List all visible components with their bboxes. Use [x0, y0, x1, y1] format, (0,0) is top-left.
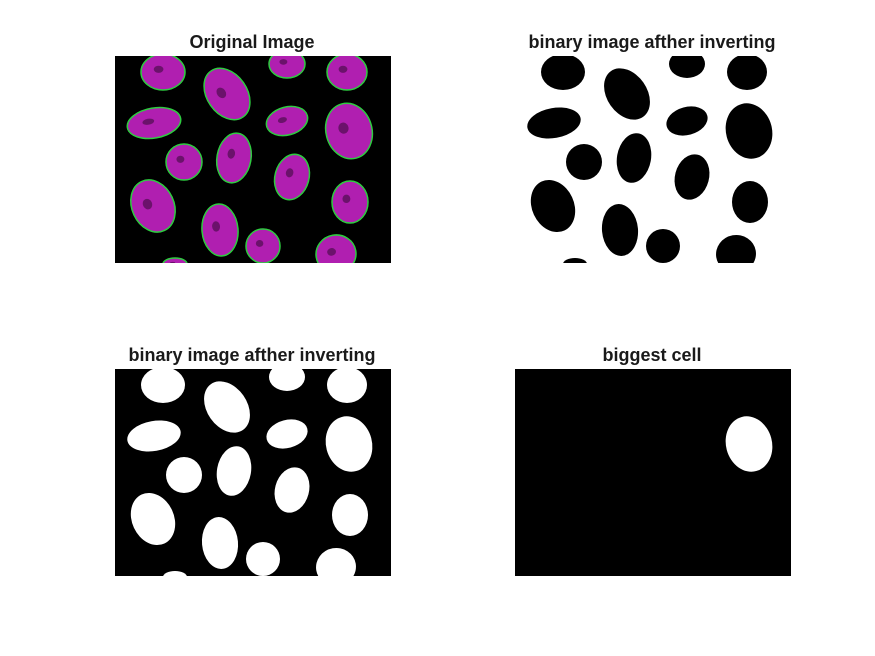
nucleus-blob — [563, 258, 587, 263]
nucleolus — [327, 248, 336, 256]
nucleus-blob — [141, 369, 185, 403]
stained-nucleus — [331, 180, 369, 224]
nucleus-blob — [674, 154, 710, 200]
biggest-cell-image-axes — [515, 369, 791, 576]
stained-nucleus — [130, 179, 176, 233]
nucleus-blob — [725, 103, 773, 159]
nucleus-blob — [530, 179, 576, 233]
nucleolus — [212, 221, 221, 232]
nucleus-blob — [732, 181, 768, 223]
panel-title-biggest-cell: biggest cell — [602, 345, 702, 365]
nucleus-blob — [327, 369, 367, 403]
nucleolus — [342, 194, 351, 204]
nucleus-blob — [201, 517, 239, 569]
nucleus-blob — [646, 229, 680, 263]
stained-nucleus — [140, 56, 186, 91]
nucleus-blob — [616, 133, 652, 183]
nucleus-body — [203, 67, 251, 121]
stained-nucleus — [315, 234, 357, 263]
nucleus-blob — [604, 68, 650, 120]
original-image-axes — [115, 56, 391, 263]
panel-title-original-image: Original Image — [189, 32, 315, 52]
nucleus-blob — [527, 107, 581, 139]
nucleus-blob — [316, 547, 356, 576]
nucleus-blob — [266, 419, 308, 449]
stained-nucleus — [203, 67, 251, 121]
nucleus-blob — [727, 56, 767, 90]
nucleus-blob — [669, 56, 705, 78]
nucleus-blob — [274, 467, 310, 513]
nucleolus — [338, 122, 349, 134]
nucleus-blob — [725, 416, 773, 472]
stained-nucleus — [268, 56, 306, 79]
nucleus-body — [201, 203, 239, 257]
nucleolus — [169, 261, 176, 263]
nucleolus — [227, 148, 236, 159]
nucleus-body — [326, 56, 368, 91]
nucleus-body — [265, 105, 309, 137]
stained-nucleus — [326, 56, 368, 91]
nucleus-body — [324, 102, 374, 160]
nucleus-body — [273, 153, 311, 201]
inverted-binary-image-axes — [515, 56, 791, 263]
stained-nucleus — [165, 143, 203, 181]
nucleus-body — [245, 228, 281, 263]
nucleolus — [255, 240, 264, 247]
nucleus-body — [165, 143, 203, 181]
stained-nucleus — [215, 132, 253, 184]
nucleus-body — [130, 179, 176, 233]
nucleus-body — [331, 180, 369, 224]
nucleolus — [142, 198, 153, 210]
nucleus-blob — [269, 369, 305, 391]
nucleus-body — [215, 132, 253, 184]
nucleolus — [277, 117, 287, 124]
nucleus-blob — [325, 416, 373, 472]
panel-title-binary: binary image afther inverting — [128, 345, 376, 365]
nucleus-body — [315, 234, 357, 263]
nucleus-blob — [166, 457, 202, 493]
nucleolus — [153, 65, 164, 73]
nucleus-blob — [566, 144, 602, 180]
nucleus-body — [268, 56, 306, 79]
stained-nucleus — [245, 228, 281, 263]
nucleolus — [285, 168, 294, 178]
nucleus-blob — [332, 494, 368, 536]
image-background — [515, 369, 791, 576]
binary-image-axes — [115, 369, 391, 576]
stained-nucleus — [265, 105, 309, 137]
nucleolus — [338, 65, 348, 73]
nucleus-blob — [163, 571, 187, 576]
stained-nucleus — [162, 257, 188, 263]
stained-nucleus — [324, 102, 374, 160]
panel-title-inverted-binary: binary image afther inverting — [528, 32, 776, 52]
nucleus-blob — [127, 420, 181, 452]
nucleolus — [279, 59, 288, 65]
nucleus-blob — [130, 492, 176, 546]
nucleus-blob — [716, 234, 756, 263]
nucleolus — [216, 87, 227, 99]
nucleus-blob — [204, 381, 250, 433]
nucleus-blob — [601, 204, 639, 256]
nucleus-blob — [666, 106, 708, 136]
stained-nucleus — [201, 203, 239, 257]
nucleolus — [142, 118, 155, 125]
nucleus-blob — [216, 446, 252, 496]
nucleus-blob — [246, 542, 280, 576]
stained-nucleus — [273, 153, 311, 201]
nucleus-body — [140, 56, 186, 91]
nucleolus — [176, 155, 185, 163]
nucleus-blob — [541, 56, 585, 90]
nucleus-body — [126, 106, 182, 140]
nucleus-body — [162, 257, 188, 263]
stained-nucleus — [126, 106, 182, 140]
